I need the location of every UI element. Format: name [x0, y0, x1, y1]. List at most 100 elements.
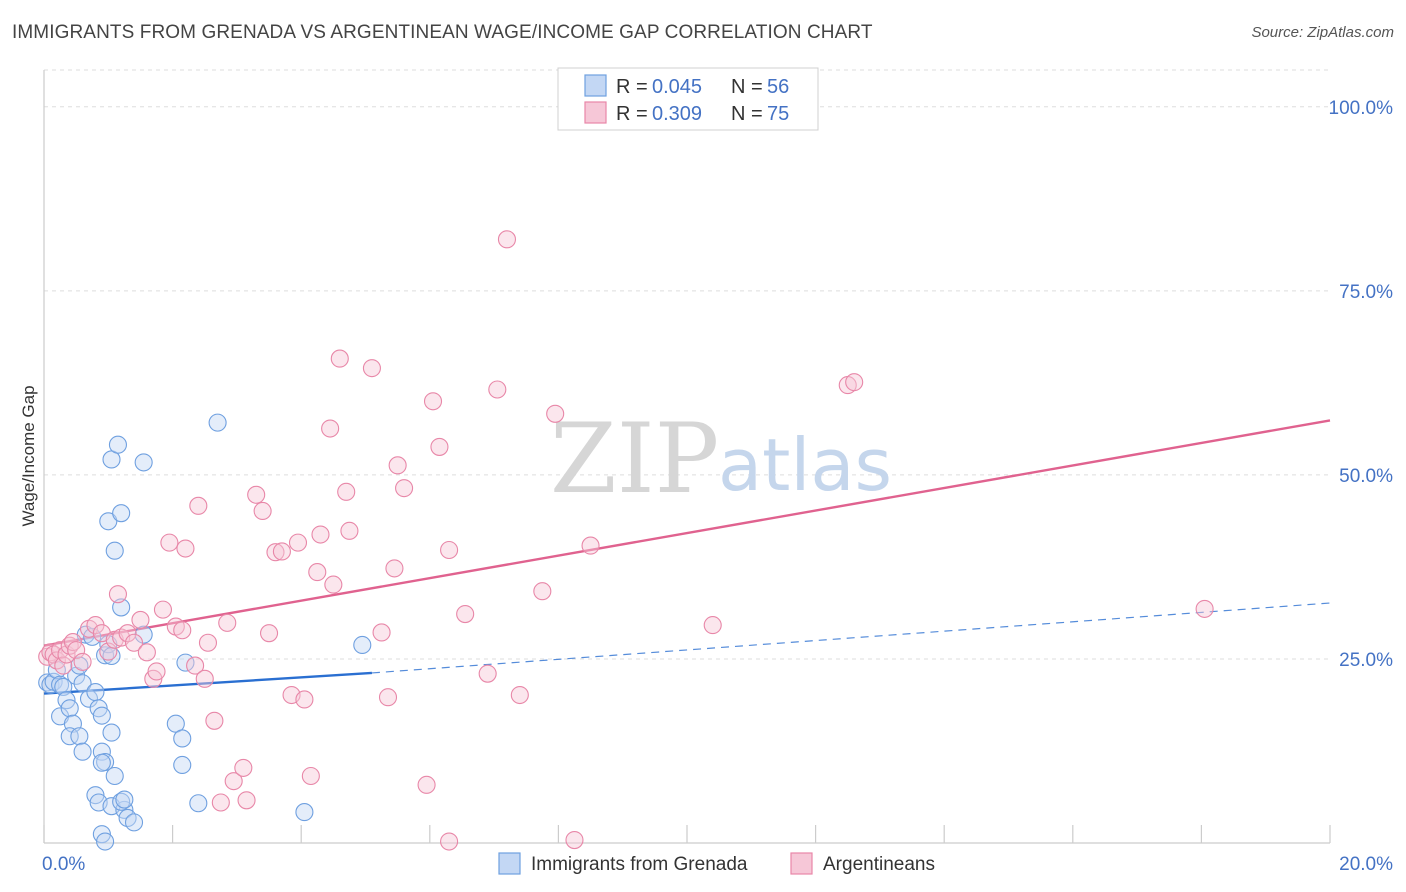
series-legend-swatch-blue	[498, 852, 521, 875]
grenada-point	[108, 435, 127, 454]
grenada-point	[112, 504, 131, 523]
grenada-point	[353, 635, 372, 655]
grenada-point	[124, 813, 144, 832]
argentinean-point	[308, 563, 327, 582]
argentinean-point	[247, 485, 266, 504]
argentinean-point	[266, 543, 285, 562]
watermark: ZIP atlas	[550, 403, 892, 515]
argentinean-point	[385, 559, 404, 578]
trend-lines	[43, 419, 1331, 695]
legend-n-label: N =	[731, 76, 763, 98]
argentinean-point	[195, 669, 214, 688]
argentinean-trend-line	[43, 419, 1331, 647]
argentinean-point	[176, 539, 195, 558]
watermark-atlas: atlas	[718, 423, 892, 507]
argentinean-point	[173, 621, 192, 640]
argentinean-point	[272, 542, 291, 561]
grenada-point	[102, 723, 121, 742]
grenada-point	[54, 677, 73, 696]
argentinean-point	[440, 832, 459, 851]
argentinean-point	[137, 643, 156, 662]
argentinean-point	[581, 536, 600, 555]
legend-swatch-blue	[584, 74, 607, 97]
argentinean-point	[372, 623, 391, 642]
argentinean-point	[565, 831, 584, 850]
argentinean-point	[186, 656, 205, 675]
argentinean-point	[108, 585, 127, 604]
argentinean-point	[488, 380, 507, 399]
argentinean-point	[510, 685, 529, 705]
watermark-zip: ZIP	[550, 403, 719, 515]
argentinean-point	[253, 501, 272, 521]
argentinean-point	[423, 392, 443, 411]
grenada-point	[134, 453, 153, 472]
y-axis-title: Wage/Income Gap	[19, 385, 38, 526]
legend-n-label: N =	[731, 103, 763, 125]
argentinean-point	[440, 540, 459, 560]
argentinean-point	[1195, 599, 1214, 618]
grenada-trend-line	[43, 671, 373, 695]
legend-r-label: R =	[616, 76, 648, 98]
argentinean-point	[54, 656, 73, 675]
y-tick-label: 50.0%	[1339, 466, 1393, 487]
argentinean-point	[533, 582, 552, 601]
grenada-trend-extension	[371, 602, 1331, 674]
argentinean-point	[321, 419, 340, 438]
argentinean-point	[456, 604, 475, 624]
y-tick-label: 75.0%	[1339, 282, 1393, 303]
argentinean-point	[330, 349, 349, 368]
argentinean-point	[147, 662, 166, 681]
argentinean-point	[324, 575, 343, 594]
y-tick-label: 25.0%	[1339, 650, 1393, 671]
legend-r-value: 0.045	[652, 76, 702, 98]
grenada-point	[105, 766, 124, 786]
grenada-point	[51, 675, 70, 694]
grenada-point	[79, 689, 99, 708]
grenada-point	[173, 729, 192, 748]
argentinean-point	[124, 633, 144, 652]
argentinean-point	[362, 359, 381, 378]
x-tick-label: 0.0%	[42, 854, 85, 875]
chart-source: Source: ZipAtlas.com	[1251, 24, 1394, 41]
argentinean-point	[224, 772, 243, 791]
argentinean-point	[430, 437, 449, 456]
argentinean-point	[378, 688, 398, 707]
argentinean-point	[198, 633, 218, 652]
argentinean-point	[67, 641, 86, 660]
series-legend-swatch-pink	[790, 852, 813, 875]
grenada-point	[70, 727, 89, 746]
grenada-point	[92, 706, 111, 725]
argentinean-point	[845, 373, 864, 392]
grenada-point	[112, 598, 131, 617]
argentinean-point	[73, 652, 92, 671]
legend-r-value: 0.309	[652, 103, 702, 125]
stats-legend: R = 0.045 N = 56 R = 0.309 N = 75	[557, 67, 819, 131]
data-points	[38, 230, 1214, 851]
grenada-point	[208, 413, 227, 432]
grenada-point	[60, 727, 79, 746]
grenada-point	[115, 790, 134, 809]
grenada-point	[73, 742, 92, 761]
argentinean-point	[218, 613, 237, 632]
axes: 25.0% 50.0% 75.0% 100.0% 0.0% 20.0%	[42, 70, 1393, 875]
argentinean-point	[118, 624, 137, 643]
argentinean-point	[237, 791, 256, 810]
legend-n-value: 75	[767, 103, 789, 125]
chart-title: IMMIGRANTS FROM GRENADA VS ARGENTINEAN W…	[12, 22, 873, 43]
argentinean-point	[478, 664, 497, 683]
argentinean-point	[189, 496, 208, 515]
grid-lines	[44, 69, 1330, 660]
x-tick-label: 20.0%	[1339, 854, 1393, 875]
grenada-point	[60, 699, 79, 718]
grenada-point	[173, 755, 192, 775]
argentinean-point	[259, 624, 279, 643]
grenada-point	[96, 832, 115, 851]
y-tick-label: 100.0%	[1329, 98, 1394, 119]
legend-swatch-pink	[584, 101, 607, 124]
series-legend: Immigrants from Grenada Argentineans	[498, 852, 935, 875]
argentinean-point	[211, 793, 230, 812]
argentinean-point	[337, 482, 356, 501]
series-legend-label-grenada: Immigrants from Grenada	[531, 854, 748, 875]
argentinean-point	[388, 456, 407, 475]
